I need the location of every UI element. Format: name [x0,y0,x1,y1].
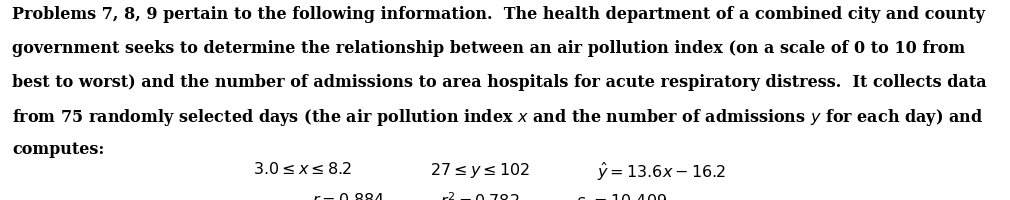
Text: $r^2 = 0.782$: $r^2 = 0.782$ [440,191,519,200]
Text: from 75 randomly selected days (the air pollution index $x$ and the number of ad: from 75 randomly selected days (the air … [12,107,984,128]
Text: government seeks to determine the relationship between an air pollution index (o: government seeks to determine the relati… [12,40,966,57]
Text: Problems 7, 8, 9 pertain to the following information.  The health department of: Problems 7, 8, 9 pertain to the followin… [12,6,985,23]
Text: $s_{\varepsilon} = 10.409$: $s_{\varepsilon} = 10.409$ [576,191,667,200]
Text: $27 \leq y \leq 102$: $27 \leq y \leq 102$ [430,160,529,179]
Text: $r = 0.884$: $r = 0.884$ [312,191,385,200]
Text: $3.0 \leq x \leq 8.2$: $3.0 \leq x \leq 8.2$ [254,160,352,177]
Text: best to worst) and the number of admissions to area hospitals for acute respirat: best to worst) and the number of admissi… [12,73,987,90]
Text: $\hat{y} = 13.6x - 16.2$: $\hat{y} = 13.6x - 16.2$ [597,160,726,182]
Text: computes:: computes: [12,140,104,157]
